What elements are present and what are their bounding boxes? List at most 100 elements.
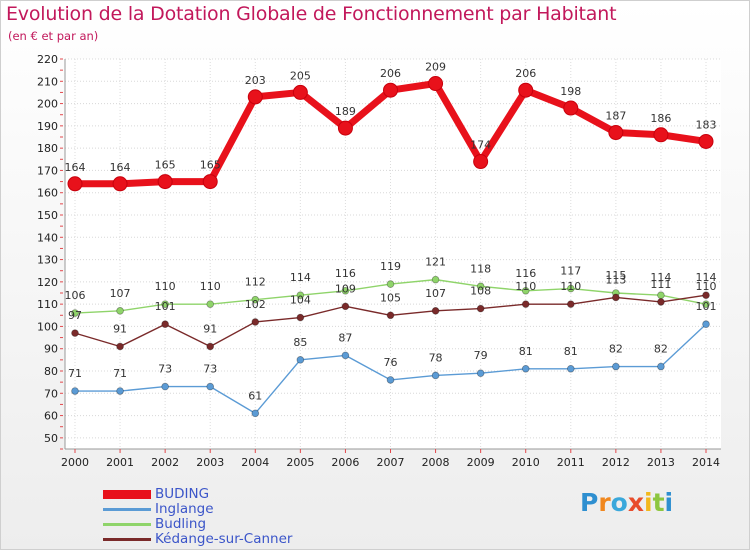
legend-swatch-budling (103, 523, 151, 526)
data-point-budling-2014 (702, 300, 710, 308)
data-label-budling-2013: 114 (650, 271, 671, 284)
data-point-kedange-sur-canner-2005 (296, 313, 305, 322)
chart-subtitle: (en € et par an) (8, 29, 99, 43)
data-label-inglange-2010: 81 (519, 345, 533, 358)
legend-label-kedange: Kédange-sur-Canner (155, 531, 293, 547)
data-point-buding-2005 (292, 84, 308, 100)
x-tick-label-2009: 2009 (467, 456, 495, 469)
data-label-budling-2008: 121 (425, 256, 446, 269)
data-label-inglange-2005: 85 (293, 336, 307, 349)
data-label-budling-2011: 117 (560, 265, 581, 278)
data-point-buding-2001 (112, 176, 128, 192)
data-point-budling-2003 (206, 300, 215, 308)
proxiti-logo: Proxiti (580, 488, 674, 517)
data-label-inglange-2012: 82 (609, 343, 623, 356)
data-point-budling-2010 (521, 286, 530, 295)
data-label-inglange-2009: 79 (474, 349, 488, 362)
x-tick-label-2010: 2010 (512, 456, 540, 469)
y-tick-label-220: 220 (37, 53, 58, 66)
y-tick-label-50: 50 (44, 432, 58, 445)
data-point-inglange-2007 (386, 376, 395, 384)
data-point-buding-2003 (202, 174, 218, 190)
data-point-buding-2000 (67, 176, 83, 192)
data-point-kedange-sur-canner-2013 (657, 298, 665, 306)
data-label-buding-2000: 164 (65, 161, 86, 174)
data-point-inglange-2011 (566, 364, 575, 373)
data-label-buding-2007: 206 (380, 67, 401, 80)
data-point-buding-2006 (337, 120, 353, 136)
data-label-inglange-2002: 73 (158, 363, 172, 376)
data-label-buding-2004: 203 (245, 74, 266, 87)
data-point-buding-2014 (698, 133, 714, 149)
data-point-budling-2011 (566, 284, 575, 293)
chart-title: Evolution de la Dotation Globale de Fonc… (6, 3, 617, 25)
data-point-budling-2004 (251, 295, 260, 304)
data-label-kedange-sur-canner-2007: 105 (380, 291, 401, 304)
data-point-kedange-sur-canner-2004 (251, 318, 260, 326)
y-tick-label-130: 130 (37, 254, 58, 267)
legend-swatch-buding (103, 490, 151, 499)
legend-label-buding: BUDING (155, 486, 210, 502)
data-point-inglange-2010 (521, 364, 530, 373)
data-label-kedange-sur-canner-2006: 109 (335, 282, 356, 295)
data-point-budling-2001 (116, 307, 124, 315)
data-label-budling-2004: 112 (245, 276, 266, 289)
data-label-budling-2014: 110 (696, 280, 717, 293)
y-tick-label-150: 150 (37, 209, 58, 222)
data-point-budling-2008 (431, 275, 440, 284)
y-tick-label-80: 80 (44, 365, 58, 378)
data-label-kedange-sur-canner-2012: 113 (605, 273, 626, 286)
data-point-kedange-sur-canner-2009 (476, 304, 485, 313)
legend-swatch-kedange (103, 538, 151, 541)
data-point-buding-2012 (608, 125, 624, 141)
data-label-inglange-2000: 71 (68, 367, 82, 380)
data-point-buding-2010 (518, 82, 534, 98)
data-label-inglange-2011: 81 (564, 345, 578, 358)
data-point-budling-2002 (161, 300, 169, 308)
data-label-kedange-sur-canner-2009: 108 (470, 285, 491, 298)
x-tick-label-2008: 2008 (422, 456, 450, 469)
x-tick-label-2007: 2007 (377, 456, 405, 469)
data-point-inglange-2006 (341, 351, 350, 360)
data-label-buding-2010: 206 (515, 67, 536, 80)
data-point-budling-2000 (71, 309, 79, 317)
data-label-buding-2006: 189 (335, 105, 356, 118)
data-point-kedange-sur-canner-2007 (386, 311, 395, 320)
x-tick-label-2001: 2001 (106, 456, 134, 469)
data-label-kedange-sur-canner-2010: 110 (515, 280, 536, 293)
data-point-buding-2011 (563, 100, 579, 116)
data-point-inglange-2005 (296, 356, 305, 364)
legend-swatch-inglange (103, 508, 151, 511)
y-tick-label-90: 90 (44, 343, 58, 356)
data-point-inglange-2002 (161, 382, 169, 391)
data-point-kedange-sur-canner-2014 (702, 291, 710, 300)
data-label-kedange-sur-canner-2003: 91 (203, 322, 217, 335)
data-label-kedange-sur-canner-2001: 91 (113, 322, 127, 335)
data-point-kedange-sur-canner-2010 (521, 300, 530, 308)
data-point-buding-2008 (428, 76, 444, 92)
data-label-budling-2009: 118 (470, 262, 491, 275)
data-label-budling-2007: 119 (380, 260, 401, 273)
data-label-inglange-2008: 78 (429, 351, 443, 364)
legend-label-inglange: Inglange (155, 501, 214, 517)
data-point-kedange-sur-canner-2003 (206, 342, 215, 351)
data-label-budling-2000: 106 (65, 289, 86, 302)
data-point-kedange-sur-canner-2006 (341, 302, 350, 311)
data-point-budling-2007 (386, 280, 395, 288)
data-point-inglange-2012 (612, 362, 620, 371)
data-point-kedange-sur-canner-2011 (566, 300, 575, 308)
data-point-budling-2005 (296, 291, 305, 300)
data-label-buding-2005: 205 (290, 69, 311, 82)
y-tick-label-160: 160 (37, 187, 58, 200)
data-point-buding-2002 (157, 174, 173, 190)
data-label-buding-2001: 164 (110, 161, 131, 174)
x-tick-label-2002: 2002 (151, 456, 179, 469)
data-label-buding-2011: 198 (560, 85, 581, 98)
data-point-buding-2013 (653, 127, 669, 143)
data-label-inglange-2003: 73 (203, 363, 217, 376)
data-label-inglange-2007: 76 (384, 356, 398, 369)
data-point-inglange-2000 (71, 387, 79, 395)
x-tick-label-2000: 2000 (61, 456, 89, 469)
y-tick-label-170: 170 (37, 164, 58, 177)
